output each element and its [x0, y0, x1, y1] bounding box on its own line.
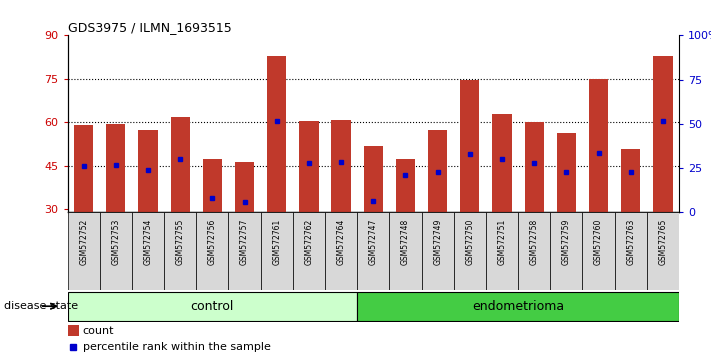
- Text: GSM572758: GSM572758: [530, 219, 539, 265]
- Text: GSM572753: GSM572753: [112, 219, 120, 265]
- FancyBboxPatch shape: [550, 212, 582, 290]
- Text: GSM572748: GSM572748: [401, 219, 410, 265]
- Text: GSM572749: GSM572749: [433, 219, 442, 265]
- Text: GSM572747: GSM572747: [369, 219, 378, 265]
- Text: GSM572751: GSM572751: [498, 219, 506, 265]
- FancyBboxPatch shape: [261, 212, 293, 290]
- FancyBboxPatch shape: [647, 212, 679, 290]
- Bar: [235, 162, 255, 212]
- Bar: [589, 79, 608, 212]
- Text: count: count: [82, 326, 114, 336]
- Text: GSM572761: GSM572761: [272, 219, 282, 265]
- FancyBboxPatch shape: [293, 212, 325, 290]
- FancyBboxPatch shape: [132, 212, 164, 290]
- Text: GSM572765: GSM572765: [658, 219, 668, 265]
- FancyBboxPatch shape: [68, 292, 357, 321]
- Text: endometrioma: endometrioma: [472, 300, 564, 313]
- Text: GDS3975 / ILMN_1693515: GDS3975 / ILMN_1693515: [68, 21, 231, 34]
- Text: GSM572752: GSM572752: [79, 219, 88, 265]
- FancyBboxPatch shape: [100, 212, 132, 290]
- Bar: [525, 122, 544, 212]
- Bar: [203, 159, 222, 212]
- Bar: [363, 145, 383, 212]
- Bar: [331, 120, 351, 212]
- Bar: [267, 56, 287, 212]
- FancyBboxPatch shape: [357, 212, 390, 290]
- FancyBboxPatch shape: [486, 212, 518, 290]
- FancyBboxPatch shape: [422, 212, 454, 290]
- FancyBboxPatch shape: [228, 212, 261, 290]
- Text: disease state: disease state: [4, 301, 77, 311]
- Text: GSM572756: GSM572756: [208, 219, 217, 265]
- FancyBboxPatch shape: [325, 212, 357, 290]
- FancyBboxPatch shape: [614, 212, 647, 290]
- Text: GSM572763: GSM572763: [626, 219, 635, 265]
- Bar: [299, 121, 319, 212]
- Bar: [68, 325, 78, 336]
- Text: GSM572755: GSM572755: [176, 219, 185, 265]
- Text: GSM572764: GSM572764: [336, 219, 346, 265]
- Text: GSM572757: GSM572757: [240, 219, 249, 265]
- Bar: [428, 130, 447, 212]
- FancyBboxPatch shape: [454, 212, 486, 290]
- Bar: [139, 130, 158, 212]
- Text: control: control: [191, 300, 234, 313]
- Text: GSM572754: GSM572754: [144, 219, 152, 265]
- Bar: [557, 133, 576, 212]
- FancyBboxPatch shape: [582, 212, 614, 290]
- Bar: [492, 114, 512, 212]
- FancyBboxPatch shape: [357, 292, 679, 321]
- Bar: [74, 125, 93, 212]
- Text: GSM572750: GSM572750: [465, 219, 474, 265]
- Text: GSM572762: GSM572762: [304, 219, 314, 265]
- FancyBboxPatch shape: [164, 212, 196, 290]
- Bar: [171, 117, 190, 212]
- Bar: [460, 80, 479, 212]
- Bar: [396, 159, 415, 212]
- Text: percentile rank within the sample: percentile rank within the sample: [82, 342, 271, 352]
- Text: GSM572759: GSM572759: [562, 219, 571, 265]
- Text: GSM572760: GSM572760: [594, 219, 603, 265]
- FancyBboxPatch shape: [390, 212, 422, 290]
- FancyBboxPatch shape: [196, 212, 228, 290]
- FancyBboxPatch shape: [68, 212, 100, 290]
- Bar: [106, 124, 125, 212]
- FancyBboxPatch shape: [518, 212, 550, 290]
- Bar: [653, 56, 673, 212]
- Bar: [621, 149, 641, 212]
